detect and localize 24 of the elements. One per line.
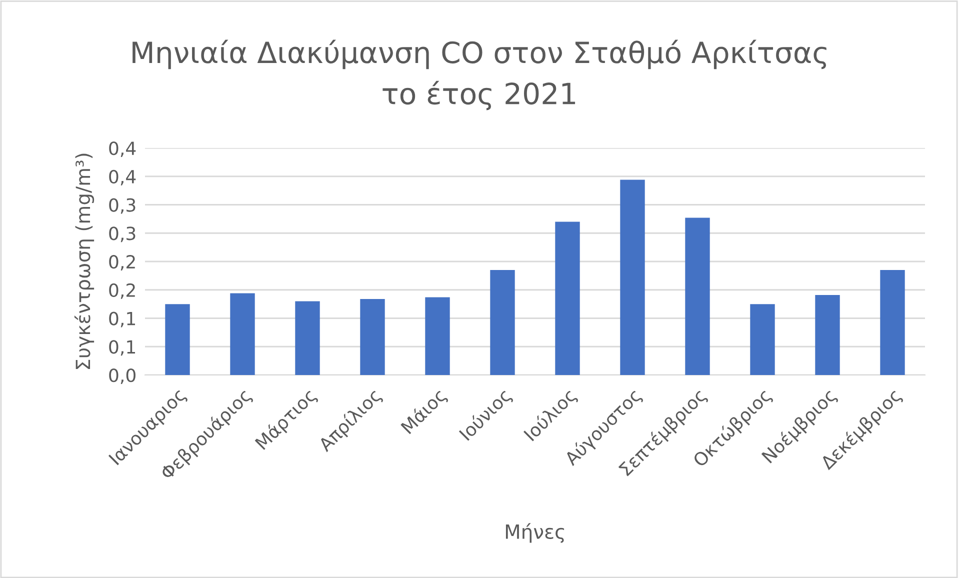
y-tick-label: 0,3 [109, 198, 136, 214]
y-tick-label: 0,3 [109, 226, 136, 242]
bar [620, 180, 645, 375]
bar [555, 222, 580, 375]
y-tick-label: 0,1 [109, 312, 135, 328]
bar [815, 294, 840, 375]
bar [490, 270, 515, 375]
x-axis-title: Μήνες [506, 523, 564, 543]
bar [425, 297, 450, 375]
y-tick-label: 0,1 [109, 340, 135, 356]
y-axis-title: Συγκέντρωση (mg/m³) [74, 154, 94, 369]
bar [880, 270, 905, 375]
y-tick-label: 0,4 [109, 170, 136, 186]
y-tick-label: 0,2 [109, 283, 135, 299]
bar [165, 304, 190, 375]
chart-title: Μηνιαία Διακύμανση CO στον Σταθμό Αρκίτσας το έτος 2021 [132, 40, 826, 110]
bar [360, 298, 385, 375]
y-tick-label: 0,0 [109, 368, 136, 384]
bar [230, 293, 255, 375]
bar [750, 304, 775, 375]
bar [685, 218, 710, 375]
bar [295, 301, 320, 375]
y-tick-label: 0,2 [109, 254, 135, 270]
y-tick-label: 0,4 [109, 141, 136, 157]
